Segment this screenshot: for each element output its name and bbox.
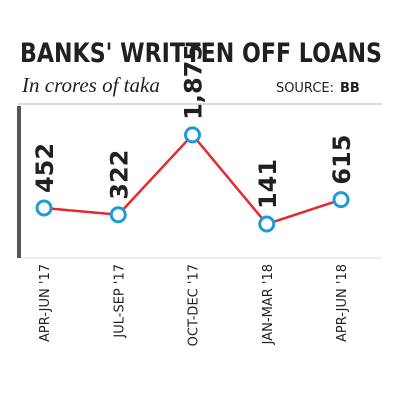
value-label: 322 bbox=[105, 150, 133, 200]
x-tick-label: JAN-MAR '18 bbox=[261, 264, 276, 345]
x-tick-label: APR-JUN '17 bbox=[38, 264, 53, 342]
value-label: 452 bbox=[31, 143, 59, 193]
marker bbox=[258, 215, 276, 233]
x-tick-label: JUL-SEP '17 bbox=[112, 264, 127, 339]
x-tick-label: APR-JUN '18 bbox=[335, 264, 350, 342]
marker bbox=[35, 199, 53, 217]
value-label: 141 bbox=[254, 159, 282, 209]
value-label: 1,875 bbox=[180, 44, 208, 120]
chart-subtitle: In crores of taka bbox=[21, 73, 160, 97]
x-tick-label: OCT-DEC '17 bbox=[187, 264, 202, 346]
marker bbox=[184, 126, 201, 144]
value-label: 615 bbox=[328, 135, 356, 185]
marker bbox=[332, 191, 350, 209]
marker bbox=[109, 206, 127, 224]
left-bar bbox=[17, 106, 21, 258]
chart-title: BANKS' WRITTEN OFF LOANS bbox=[20, 38, 382, 69]
source-label: SOURCE: bbox=[276, 81, 334, 96]
source: BB bbox=[340, 81, 360, 96]
